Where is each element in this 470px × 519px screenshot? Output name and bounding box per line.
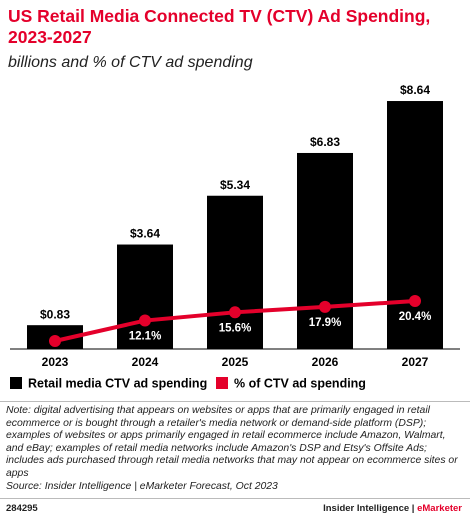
point [409,295,421,308]
data-label: $3.64 [130,227,160,241]
data-label: $0.83 [40,307,70,321]
footer-brand: Insider Intelligence | eMarketer [323,503,462,514]
legend-label: Retail media CTV ad spending [28,376,207,390]
brand: eMarketer [417,503,462,514]
legend-label: % of CTV ad spending [234,376,366,390]
data-label: 12.1% [129,331,162,343]
x-tick-label: 2027 [402,355,429,369]
bar [297,152,353,349]
chart-title: US Retail Media Connected TV (CTV) Ad Sp… [8,6,431,47]
x-tick-label: 2025 [222,355,249,369]
bar [117,244,173,349]
point [139,314,151,327]
data-label: 15.6% [219,322,252,334]
note: Note: digital advertising that appears o… [6,405,458,479]
brand: Insider Intelligence [323,503,410,514]
point [49,335,61,348]
x-tick-label: 2024 [132,355,159,369]
divider [0,401,470,402]
data-label: $8.64 [400,83,430,97]
x-tick-label: 2023 [42,355,69,369]
x-tick-label: 2026 [312,355,339,369]
data-label: 17.9% [309,317,342,329]
point [319,300,331,313]
chart: $0.83 $3.64 $5.34 $6.83 $8.64 3.4% 12.1% 15.6% 1… [10,83,460,390]
point [229,306,241,319]
legend-swatch [216,377,228,389]
footer-id: 284295 [6,503,38,514]
chart-subtitle: billions and % of CTV ad spending [8,54,253,71]
source: Source: Insider Intelligence | eMarketer… [6,481,278,492]
data-label: $6.83 [310,135,340,149]
bar [207,195,263,349]
divider [0,498,470,499]
legend-swatch [10,377,22,389]
data-label: $5.34 [220,178,250,192]
separator: | [409,503,418,514]
bar [387,101,443,349]
data-label: 20.4% [399,311,432,323]
data-label: 3.4% [42,351,68,363]
